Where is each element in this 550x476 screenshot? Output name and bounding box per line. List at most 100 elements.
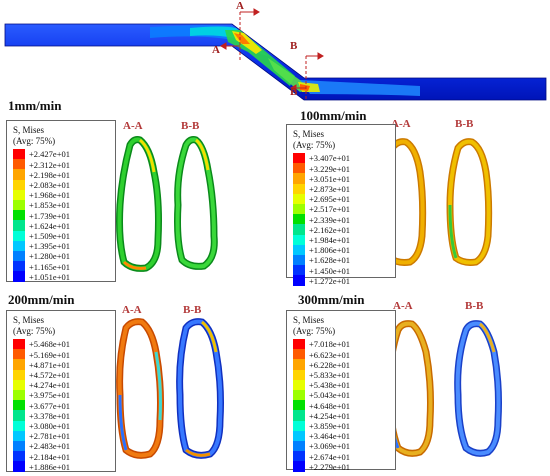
section-ring-a-a (116, 136, 162, 272)
legend-value: +2.198e+01 (29, 169, 70, 180)
legend-color-swatch (13, 189, 25, 201)
legend-color-swatch (13, 210, 25, 221)
legend-row: +3.229e+01 (293, 163, 350, 174)
legend-color-swatch (13, 441, 25, 452)
legend-value: +1.450e+01 (309, 265, 350, 276)
legend-color-swatch (13, 251, 25, 262)
legend-row: +2.279e+01 (293, 461, 350, 473)
legend-row: +5.169e+01 (13, 349, 70, 360)
legend-row: +2.517e+01 (293, 204, 350, 215)
legend-color-swatch (13, 420, 25, 432)
legend-value: +1.272e+01 (309, 275, 350, 286)
legend-color-swatch (13, 271, 25, 283)
legend-row: +1.624e+01 (13, 220, 70, 232)
legend-color-swatch (293, 410, 305, 422)
legend-row: +1.628e+01 (293, 255, 350, 266)
legend-color-swatch (293, 359, 305, 371)
legend-row: +2.162e+01 (293, 224, 350, 236)
legend-row: +1.450e+01 (293, 265, 350, 276)
legend-value: +5.043e+01 (309, 390, 350, 401)
pipe-model (4, 23, 547, 101)
legend-color-swatch (13, 461, 25, 473)
legend-row: +4.871e+01 (13, 359, 70, 371)
legend-value: +2.162e+01 (309, 224, 350, 235)
section-ring-b-b (446, 138, 493, 266)
legend-value: +7.018e+01 (309, 339, 350, 350)
legend-row: +3.080e+01 (13, 420, 70, 432)
legend-color-swatch (293, 183, 305, 195)
section-label-b-b: B-B (183, 304, 202, 316)
section-markers (220, 8, 324, 100)
legend-row: +1.853e+01 (13, 200, 70, 211)
legend-box: S, Mises (Avg: 75%) +5.468e+01 +5.169e+01… (6, 310, 116, 473)
legend-color-swatch (293, 369, 305, 381)
legend-value: +2.339e+01 (309, 214, 350, 225)
legend-color-swatch (293, 224, 305, 236)
legend-color-swatch (293, 265, 305, 276)
legend-row: +2.184e+01 (13, 451, 70, 462)
legend-value: +4.254e+01 (309, 410, 350, 421)
legend-row: +7.018e+01 (293, 339, 350, 350)
legend-row: +4.254e+01 (293, 410, 350, 422)
legend-color-swatch (293, 441, 305, 452)
legend-value: +6.228e+01 (309, 359, 350, 370)
legend-row: +3.051e+01 (293, 173, 350, 185)
legend-row: +3.378e+01 (13, 410, 70, 422)
legend-value: +2.184e+01 (29, 451, 70, 462)
legend-color-swatch (13, 410, 25, 422)
legend-value: +1.165e+01 (29, 261, 70, 272)
legend-row: +1.509e+01 (13, 230, 70, 242)
rate-label: 300mm/min (298, 292, 365, 307)
legend-value: +1.628e+01 (309, 255, 350, 266)
legend-value: +1.968e+01 (29, 190, 70, 201)
legend-value: +1.509e+01 (29, 230, 70, 241)
legend-row: +1.806e+01 (293, 244, 350, 256)
legend-value: +3.229e+01 (309, 163, 350, 174)
legend-value: +1.853e+01 (29, 200, 70, 211)
legend-row: +1.395e+01 (13, 240, 70, 252)
rate-label: 100mm/min (300, 108, 367, 123)
legend-row: +3.677e+01 (13, 400, 70, 411)
legend-color-swatch (13, 230, 25, 242)
legend-value: +2.781e+01 (29, 431, 70, 442)
legend-value: +2.083e+01 (29, 179, 70, 190)
legend-color-swatch (13, 339, 25, 350)
legend-color-swatch (293, 153, 305, 164)
legend-value: +4.274e+01 (29, 380, 70, 391)
legend-color-swatch (13, 159, 25, 170)
legend-row: +2.083e+01 (13, 179, 70, 191)
legend-value: +3.975e+01 (29, 390, 70, 401)
legend-value: +2.427e+01 (29, 149, 70, 160)
section-label-a-a: A-A (122, 304, 142, 316)
legend-row: +2.339e+01 (293, 214, 350, 225)
legend-row: +1.984e+01 (293, 234, 350, 246)
cross-sections (116, 136, 502, 459)
legend-row: +4.648e+01 (293, 400, 350, 411)
legend-row: +3.069e+01 (293, 441, 350, 452)
legend-value: +6.623e+01 (309, 349, 350, 360)
rate-label: 1mm/min (8, 98, 62, 113)
legend-row: +2.695e+01 (293, 193, 350, 205)
section-ring-b-b (454, 320, 502, 457)
legend-row: +3.859e+01 (293, 420, 350, 432)
legend-value: +4.648e+01 (309, 400, 350, 411)
legend-value: +3.069e+01 (309, 441, 350, 452)
legend-value: +2.279e+01 (309, 461, 350, 472)
section-b-label-bottom: B (290, 86, 298, 98)
legend-row: +6.228e+01 (293, 359, 350, 371)
legend-box: S, Mises (Avg: 75%) +2.427e+01 +2.312e+01… (6, 120, 116, 283)
legend-row: +2.483e+01 (13, 441, 70, 452)
legend-value: +5.438e+01 (309, 380, 350, 391)
rate-label: 200mm/min (8, 292, 75, 307)
legend-value: +2.483e+01 (29, 441, 70, 452)
legend-color-swatch (13, 349, 25, 360)
legend-color-swatch (13, 149, 25, 160)
section-ring-a-a (116, 318, 164, 459)
section-label-a-a: A-A (393, 300, 413, 312)
legend-value: +2.873e+01 (309, 183, 350, 194)
legend-value: +4.871e+01 (29, 359, 70, 370)
legend-color-swatch (293, 390, 305, 401)
legend-avg: (Avg: 75%) (13, 136, 56, 146)
legend-value: +1.280e+01 (29, 251, 70, 262)
